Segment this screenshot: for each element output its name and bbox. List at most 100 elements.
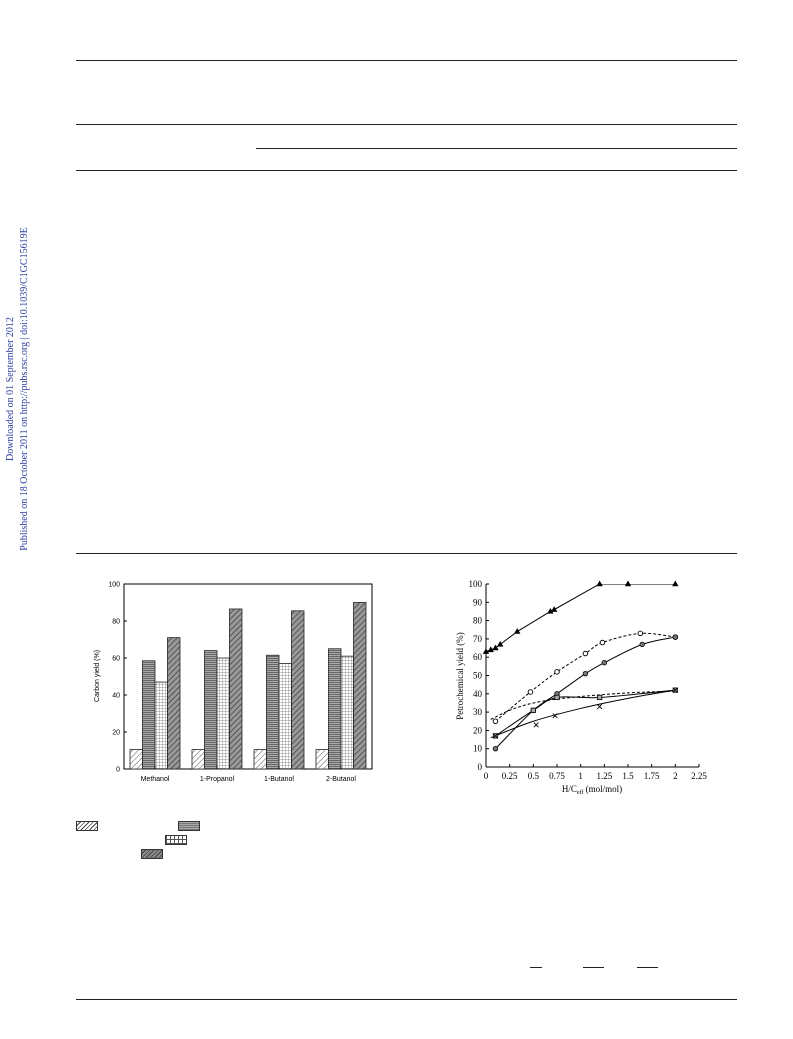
fig2-x-tick-label: 1.75 <box>644 771 660 781</box>
fig2-x-tick-label: 0.25 <box>502 771 518 781</box>
fig2-y-tick-label: 80 <box>473 616 483 626</box>
fig2-x-tick-label: 2.25 <box>691 771 707 781</box>
fig2-marker-triangle <box>596 580 603 587</box>
fig1-bars <box>129 602 367 770</box>
fig2-marker-x <box>533 722 539 728</box>
fig2-marker-triangle <box>547 607 554 614</box>
fig2-marker-x <box>552 713 558 719</box>
fig1-x-axis: Methanol 1-Propanol 1-Butanol 2-Butanol <box>141 766 356 783</box>
fig1-bar <box>129 749 143 770</box>
fig1-y-tick-label: 100 <box>108 582 120 589</box>
download-date-text: Downloaded on 01 September 2012 <box>5 317 16 461</box>
fig1-y-tick-label: 40 <box>112 693 120 700</box>
fig2-fit-curve <box>490 690 676 720</box>
fig2-y-tick-label: 100 <box>469 579 483 589</box>
fig2-marker-circle-filled <box>582 670 589 677</box>
fig2-marker-triangle <box>487 646 494 653</box>
fig2-y-tick-label: 20 <box>473 725 483 735</box>
fig2-marker-circle-open <box>599 639 606 646</box>
fig2-y-axis: 0 10 20 30 40 50 60 70 80 90 100 <box>469 579 489 772</box>
fig1-y-tick-label: 60 <box>112 656 120 663</box>
fig2-x-axis: 0 0.25 0.5 0.75 1 1.25 1.5 1.75 2 2.25 <box>484 764 707 781</box>
publication-link-text[interactable]: Published on 18 October 2011 on http://p… <box>19 227 30 551</box>
fig2-y-tick-label: 50 <box>473 671 483 681</box>
fig2-y-tick-label: 90 <box>473 597 483 607</box>
fig2-x-tick-label: 0.75 <box>549 771 565 781</box>
fraction-bar-2 <box>583 967 604 968</box>
legend-swatch-grid <box>165 835 187 845</box>
fig2-marker-x <box>596 703 603 710</box>
fig2-marker-circle-open <box>554 669 560 675</box>
fig2-y-tick-label: 40 <box>473 689 483 699</box>
fig1-y-tick-label: 0 <box>116 767 120 774</box>
fig1-x-tick-label: 1-Butanol <box>264 776 294 783</box>
fig1-bar <box>278 663 292 770</box>
fraction-bar-1 <box>530 967 542 968</box>
legend-swatch-hatched-light <box>76 821 98 831</box>
fig2-x-axis-label-main: H/C <box>562 784 577 794</box>
fig2-marker-circle-filled <box>639 641 645 648</box>
fig1-bar <box>154 681 168 770</box>
fig1-bar <box>229 608 243 770</box>
fig2-x-tick-label: 1.25 <box>596 771 612 781</box>
fig2-marker-triangle <box>492 644 499 651</box>
table-bottom-rule <box>76 553 737 554</box>
fig1-bar <box>216 657 230 770</box>
fig2-marker-triangle <box>624 580 632 587</box>
fig1-bar <box>266 654 280 770</box>
fig2-marker-triangle <box>497 640 504 647</box>
fig2-marker-triangle <box>482 648 490 654</box>
fig1-y-axis-label: Carbon yield (%) <box>94 650 101 702</box>
page-footer-rule <box>76 999 737 1000</box>
table-top-rule <box>76 60 737 61</box>
fig1-bar <box>315 749 329 770</box>
fig2-marker-circle-open <box>492 718 499 724</box>
fig1-bar <box>253 749 267 770</box>
download-notice-sidebar: Downloaded on 01 September 2012 Publishe… <box>4 209 40 569</box>
fig2-marker-triangle <box>672 580 679 587</box>
fig1-y-tick-label: 80 <box>112 619 120 626</box>
fig1-bar <box>204 650 218 770</box>
fig2-marker-square <box>596 694 603 701</box>
fig2-marker-circle-filled <box>672 634 679 640</box>
fig2-x-axis-label-sub: eff <box>577 789 584 796</box>
fig2-x-axis-label-unit: (mol/mol) <box>583 784 622 794</box>
fig1-bar <box>142 660 156 770</box>
fig2-series <box>486 584 676 750</box>
fig1-bar <box>340 655 354 770</box>
legend-swatch-hatched-dark <box>141 849 163 859</box>
fig2-x-tick-label: 1 <box>578 771 583 781</box>
fig2-y-tick-label: 0 <box>478 762 483 772</box>
fig2-marker-x <box>492 733 499 739</box>
fig2-marker-square <box>530 707 536 713</box>
fig2-marker-circle-filled <box>492 745 499 752</box>
fig1-plot-frame <box>123 583 373 770</box>
table-body-rule <box>76 170 737 171</box>
fig2-y-tick-label: 60 <box>473 652 483 662</box>
fig1-bar <box>167 637 181 770</box>
fig2-fit-curve <box>490 689 676 739</box>
fig2-x-tick-label: 0 <box>484 771 489 781</box>
fig1-x-tick-label: 2-Butanol <box>326 776 356 783</box>
fig2-markers <box>482 580 679 752</box>
fig2-marker-square <box>554 694 560 701</box>
petrochemical-yield-chart: 0 10 20 30 40 50 60 70 80 90 100 0 0.25 0.5 0.75 1 1.25… <box>455 579 707 796</box>
fig2-y-tick-label: 10 <box>473 744 483 754</box>
fig2-y-tick-label: 70 <box>473 634 483 644</box>
fig2-series-line <box>486 584 676 653</box>
fig2-marker-circle-filled <box>601 659 608 666</box>
fig2-marker-circle-open <box>582 650 589 657</box>
table-header-rule <box>76 124 737 125</box>
fig2-x-tick-label: 2 <box>673 771 678 781</box>
fig2-y-axis-label: Petrochemical yield (%) <box>455 632 465 719</box>
fig1-y-tick-label: 20 <box>112 730 120 737</box>
fig2-marker-triangle <box>550 606 558 612</box>
fig1-x-tick-label: 1-Propanol <box>200 776 235 783</box>
fig2-series-line <box>495 632 676 722</box>
fraction-bar-3 <box>637 967 658 968</box>
fig2-plot-frame <box>485 584 699 768</box>
fig1-bar <box>191 749 205 770</box>
fig2-marker-triangle <box>514 628 521 634</box>
fig2-y-tick-label: 30 <box>473 707 483 717</box>
